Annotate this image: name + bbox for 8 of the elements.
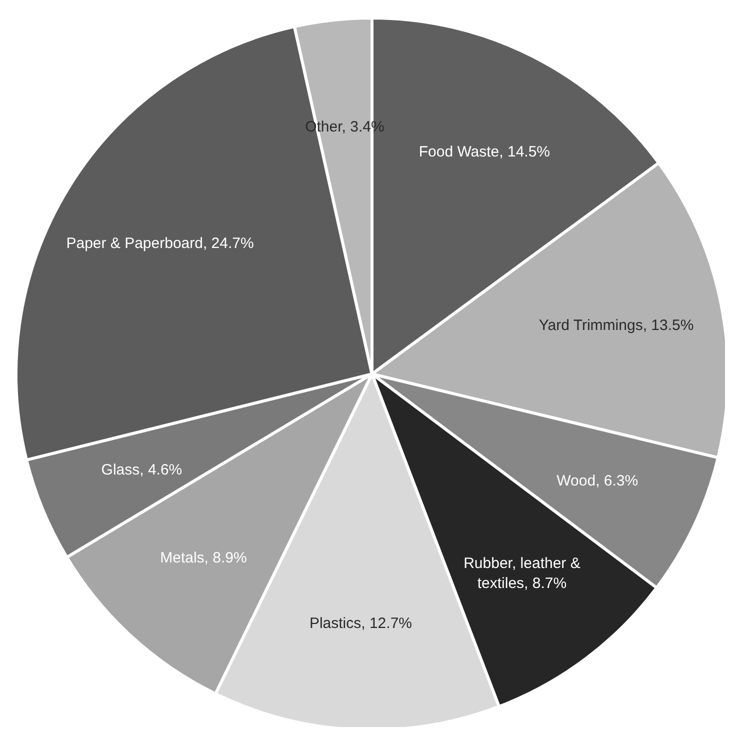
slice-label: Yard Trimmings, 13.5%: [538, 316, 694, 334]
slice-label: Wood, 6.3%: [556, 472, 638, 490]
slice-label: Metals, 8.9%: [160, 550, 247, 567]
slice-label: Paper & Paperboard, 24.7%: [66, 234, 254, 252]
slice-label: Rubber, leather & textiles, 8.7%: [464, 555, 580, 592]
slice-label: Plastics, 12.7%: [309, 614, 412, 632]
slice-label: Glass, 4.6%: [101, 461, 182, 478]
slice-label: Food Waste, 14.5%: [418, 144, 550, 161]
